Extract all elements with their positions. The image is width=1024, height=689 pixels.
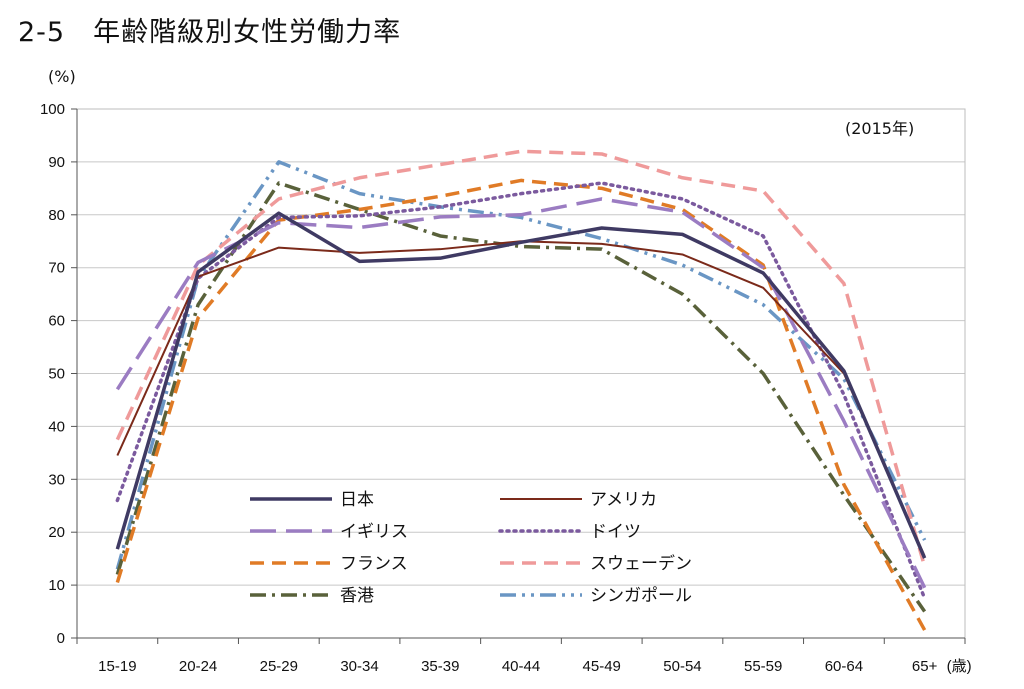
y-tick-label: 60: [48, 313, 65, 330]
series-line-8: [115, 160, 927, 570]
x-tick-label: 65+: [912, 658, 938, 675]
y-tick-label: 90: [48, 154, 65, 171]
x-tick-label: 60-64: [825, 658, 863, 675]
x-tick-label: 35-39: [421, 658, 459, 675]
year-annotation: (2015年): [845, 119, 914, 138]
y-tick-labels: 0 10 20 30 40 50 60 70 80 90 100: [40, 101, 65, 647]
y-tick-label: 20: [48, 524, 65, 541]
legend-label: イギリス: [340, 522, 408, 542]
y-tick-label: 100: [40, 101, 65, 118]
legend-label: ドイツ: [590, 522, 641, 542]
legend-item-1: 日本: [250, 490, 374, 510]
y-tick-label: 40: [48, 418, 65, 435]
series-line-1: [115, 211, 927, 559]
series-line-7: [115, 181, 927, 613]
legend-item-6: スウェーデン: [500, 553, 692, 574]
page-title: 2-5 年齢階級別女性労働力率: [18, 17, 402, 48]
axes: [71, 108, 966, 644]
legend-item-8: シンガポール: [500, 586, 692, 606]
legend-item-2: アメリカ: [500, 490, 657, 510]
x-tick-label: 50-54: [663, 658, 701, 675]
legend-item-4: ドイツ: [498, 522, 641, 542]
legend-label: アメリカ: [590, 490, 657, 510]
series-line-2: [116, 240, 926, 557]
x-tick-label: 25-29: [260, 658, 298, 675]
y-tick-label: 10: [48, 577, 65, 594]
x-tick-labels: 15-19 20-24 25-29 30-34 35-39 40-44 45-49 50-54…: [98, 658, 971, 675]
y-tick-label: 30: [48, 471, 65, 488]
legend-label: シンガポール: [590, 586, 692, 606]
legend-item-5: フランス: [250, 554, 408, 574]
y-tick-label: 80: [48, 207, 65, 224]
series-line-3: [115, 197, 927, 589]
legend-label: 日本: [340, 490, 374, 510]
x-tick-label: 55-59: [744, 658, 782, 675]
x-tick-label: 40-44: [502, 658, 540, 675]
legend-item-7: 香港: [250, 586, 374, 606]
y-axis-label: (%): [48, 67, 76, 86]
x-tick-label: 20-24: [179, 658, 217, 675]
series-line-4: [115, 181, 927, 601]
series-lines: [115, 149, 927, 631]
x-tick-label: 30-34: [340, 658, 378, 675]
y-tick-label: 50: [48, 366, 65, 383]
legend-label: スウェーデン: [590, 553, 692, 574]
legend-label: フランス: [340, 554, 408, 574]
y-tick-label: 70: [48, 260, 65, 277]
legend-item-3: イギリス: [250, 522, 408, 542]
x-tick-label: 45-49: [583, 658, 621, 675]
legend-label: 香港: [340, 586, 374, 606]
x-tick-label: 15-19: [98, 658, 136, 675]
y-tick-label: 0: [57, 630, 65, 647]
series-line-5: [115, 178, 927, 631]
x-axis-unit: (歳): [947, 658, 972, 675]
